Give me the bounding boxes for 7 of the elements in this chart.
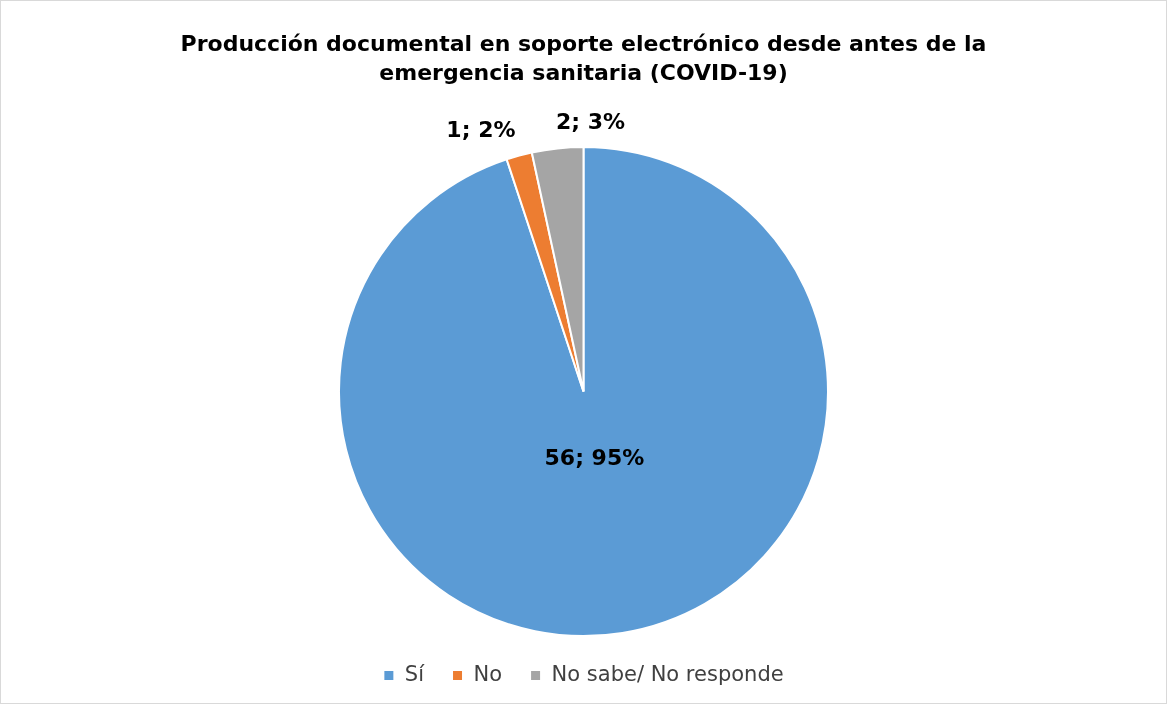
- data-label: 2; 3%: [556, 109, 626, 135]
- legend-label: No sabe/ No responde: [551, 661, 784, 686]
- data-label: 1; 2%: [446, 116, 516, 142]
- data-label: 56; 95%: [544, 444, 645, 470]
- legend-label: No: [473, 661, 503, 686]
- chart-title: Producción documental en soporte electrónico desde antes de la emergencia sanitaria (COVID-19): [179, 30, 988, 87]
- legend-label: Sí: [404, 661, 426, 686]
